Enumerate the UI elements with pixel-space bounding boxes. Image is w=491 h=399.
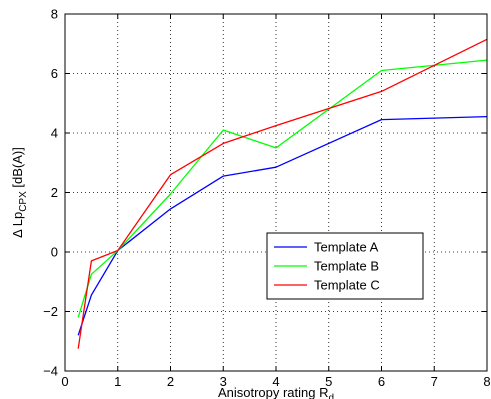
x-tick-label: 4 bbox=[272, 374, 279, 389]
x-tick-label: 2 bbox=[167, 374, 174, 389]
x-tick-label: 0 bbox=[61, 374, 68, 389]
legend-label: Template A bbox=[314, 240, 379, 255]
y-tick-label: −2 bbox=[43, 304, 58, 319]
legend-label: Template C bbox=[314, 278, 380, 293]
series-lines bbox=[77, 38, 488, 349]
y-tick-label: 6 bbox=[51, 66, 58, 81]
x-tick-label: 1 bbox=[114, 374, 121, 389]
plot-frame bbox=[64, 13, 488, 372]
legend: Template A Template B Template C bbox=[266, 232, 424, 300]
y-tick-label: −4 bbox=[43, 364, 58, 379]
x-tick-label: 3 bbox=[220, 374, 227, 389]
series-line-template-b bbox=[77, 59, 488, 318]
grid bbox=[65, 14, 487, 371]
x-tick-label: 6 bbox=[378, 374, 385, 389]
y-tick-label: 0 bbox=[51, 245, 58, 260]
y-tick-label: 4 bbox=[51, 126, 58, 141]
series-line-template-c bbox=[77, 38, 488, 349]
y-axis-label: Δ LpCPX [dB(A)] bbox=[10, 147, 29, 238]
x-tick-label: 8 bbox=[483, 374, 490, 389]
y-tick-label: 2 bbox=[51, 185, 58, 200]
series-line-template-a bbox=[77, 115, 488, 336]
legend-label: Template B bbox=[314, 259, 379, 274]
x-axis-label: Anisotropy rating Rd bbox=[218, 385, 334, 399]
tick-labels: 0 1 2 3 4 5 6 7 8 −4 −2 0 2 4 6 8 bbox=[43, 7, 490, 390]
y-tick-label: 8 bbox=[51, 7, 58, 22]
x-tick-label: 7 bbox=[431, 374, 438, 389]
x-tick-label: 5 bbox=[325, 374, 332, 389]
axis-ticks bbox=[64, 13, 488, 372]
